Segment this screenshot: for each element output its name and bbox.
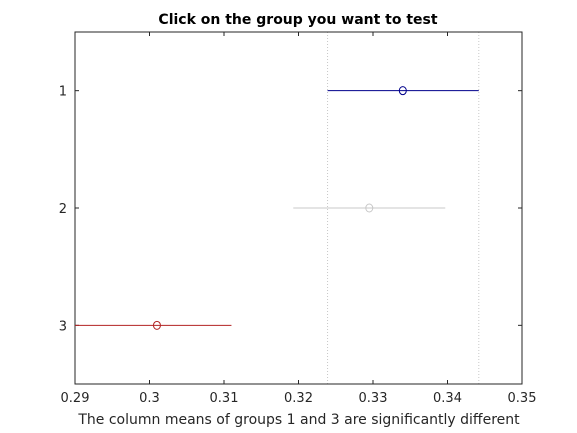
chart-title: Click on the group you want to test — [158, 12, 437, 28]
x-tick-label: 0.34 — [433, 391, 462, 406]
x-tick-label: 0.3 — [139, 391, 160, 406]
x-tick-label: 0.33 — [359, 391, 388, 406]
group-intervals[interactable] — [75, 86, 479, 330]
y-tick-label: 1 — [59, 85, 67, 100]
group-2-interval[interactable] — [293, 203, 446, 213]
group-1-mean-marker[interactable] — [398, 86, 407, 96]
x-tick-label: 0.29 — [61, 391, 90, 406]
axis-ticks: 0.29 0.3 0.31 0.32 0.33 0.34 0.35 1 2 3 — [59, 32, 537, 406]
group-1-interval[interactable] — [327, 86, 479, 96]
y-tick-label: 2 — [59, 202, 67, 217]
group-3-mean-marker[interactable] — [152, 320, 161, 330]
x-tick-label: 0.32 — [284, 391, 313, 406]
y-tick-label: 3 — [59, 319, 67, 334]
x-tick-label: 0.35 — [508, 391, 537, 406]
x-axis-label: The column means of groups 1 and 3 are s… — [77, 412, 520, 428]
group-2-mean-marker[interactable] — [365, 203, 374, 213]
group-3-interval[interactable] — [75, 320, 232, 330]
x-tick-label: 0.31 — [210, 391, 239, 406]
